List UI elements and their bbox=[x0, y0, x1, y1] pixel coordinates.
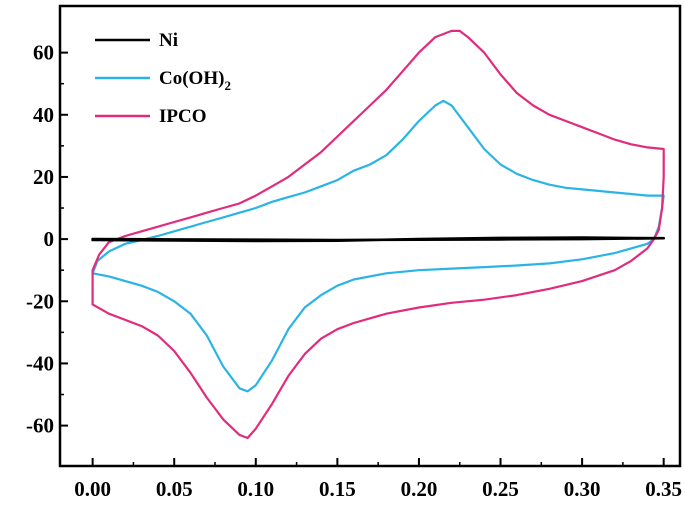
legend-label-text: Co(OH) bbox=[159, 68, 224, 89]
legend: Ni Co(OH)2 IPCO bbox=[95, 30, 231, 127]
y-tick-label: 20 bbox=[33, 165, 54, 189]
y-tick-label: -40 bbox=[26, 351, 54, 375]
x-tick-label: 0.20 bbox=[401, 477, 438, 501]
x-tick-label: 0.35 bbox=[645, 477, 682, 501]
y-tick-label: 40 bbox=[33, 103, 54, 127]
x-tick-label: 0.05 bbox=[156, 477, 193, 501]
x-tick-label: 0.00 bbox=[74, 477, 111, 501]
y-tick-label: 60 bbox=[33, 41, 54, 65]
x-tick-label: 0.15 bbox=[319, 477, 356, 501]
y-axis-ticks: -60 -40 -20 0 20 40 60 bbox=[26, 41, 68, 438]
legend-label-text: IPCO bbox=[159, 106, 207, 127]
series-line-ni bbox=[91, 236, 666, 243]
y-tick-label: -60 bbox=[26, 414, 54, 438]
legend-label: Ni bbox=[159, 30, 178, 51]
y-tick-label: 0 bbox=[44, 227, 55, 251]
legend-label-subscript: 2 bbox=[224, 78, 231, 93]
legend-label: IPCO bbox=[159, 106, 207, 127]
legend-label: Co(OH)2 bbox=[159, 68, 231, 93]
x-tick-label: 0.10 bbox=[237, 477, 274, 501]
plot-frame bbox=[58, 4, 682, 468]
x-axis-ticks: 0.00 0.05 0.10 0.15 0.20 0.25 0.30 0.35 bbox=[74, 458, 682, 501]
legend-label-text: Ni bbox=[159, 30, 178, 51]
x-tick-label: 0.25 bbox=[482, 477, 519, 501]
x-tick-label: 0.30 bbox=[564, 477, 601, 501]
y-tick-label: -20 bbox=[26, 289, 54, 313]
series-layer bbox=[91, 29, 666, 440]
series-line-co-oh-2 bbox=[91, 99, 665, 393]
series-line-ipco bbox=[91, 29, 665, 440]
